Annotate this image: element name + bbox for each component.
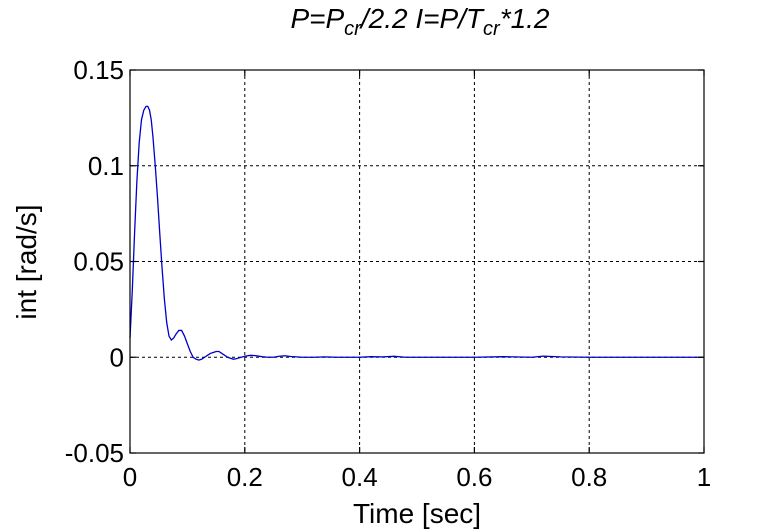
series-layer: [129, 105, 704, 361]
chart-title: P=Pcr/2.2 I=P/Tcr*1.2: [290, 3, 549, 40]
y-tick-label: -0.05: [65, 438, 124, 468]
x-tick-label: 0.6: [456, 462, 492, 492]
y-tick-label: 0.1: [88, 151, 124, 181]
x-tick-labels: 0 0.2 0.4 0.6 0.8 1: [123, 462, 711, 492]
title-segment: /2.2 I=P/T: [359, 3, 485, 34]
grid-lines: [130, 70, 704, 453]
title-segment: P=P: [290, 3, 344, 34]
y-tick-label: 0.15: [73, 55, 124, 85]
x-axis-label: Time [sec]: [353, 498, 481, 529]
axis-ticks: [129, 69, 705, 454]
title-subscript: cr: [483, 18, 501, 40]
title-subscript: cr: [344, 18, 362, 40]
x-tick-label: 0: [123, 462, 137, 492]
y-tick-label: 0.05: [73, 247, 124, 277]
y-tick-label: 0: [110, 342, 124, 372]
x-tick-label: 1: [697, 462, 711, 492]
x-tick-label: 0.4: [342, 462, 378, 492]
series-line: [129, 105, 704, 361]
title-segment: *1.2: [500, 3, 550, 34]
x-tick-label: 0.2: [227, 462, 263, 492]
y-axis-label: int [rad/s]: [11, 204, 42, 319]
y-tick-labels: -0.05 0 0.05 0.1 0.15: [65, 55, 124, 468]
plot-area-background: [130, 70, 704, 453]
x-tick-label: 0.8: [571, 462, 607, 492]
